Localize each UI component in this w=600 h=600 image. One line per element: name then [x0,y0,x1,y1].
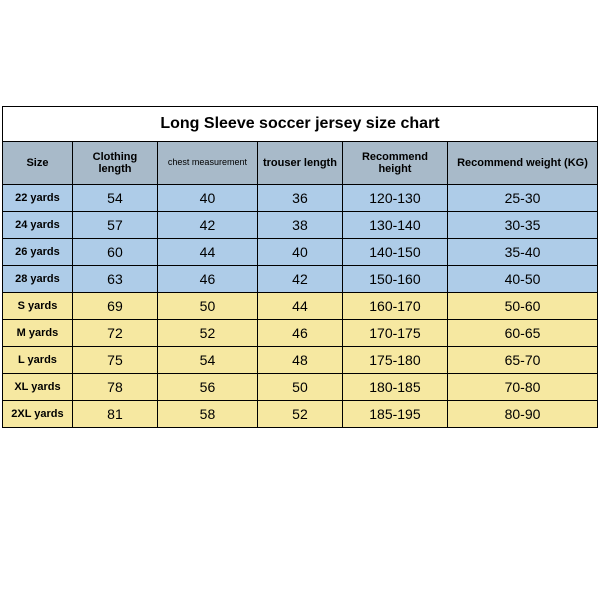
value-cell: 80-90 [447,401,597,428]
value-cell: 54 [72,185,157,212]
size-chart-table: Long Sleeve soccer jersey size chart Siz… [2,106,598,428]
value-cell: 150-160 [342,266,447,293]
value-cell: 40-50 [447,266,597,293]
value-cell: 63 [72,266,157,293]
table-row: 28 yards634642150-16040-50 [2,266,597,293]
value-cell: 60-65 [447,320,597,347]
value-cell: 60 [72,239,157,266]
value-cell: 46 [157,266,257,293]
value-cell: 75 [72,347,157,374]
size-cell: 22 yards [2,185,72,212]
value-cell: 40 [157,185,257,212]
table-row: 22 yards544036120-13025-30 [2,185,597,212]
value-cell: 52 [257,401,342,428]
size-cell: 28 yards [2,266,72,293]
value-cell: 56 [157,374,257,401]
value-cell: 120-130 [342,185,447,212]
table-row: M yards725246170-17560-65 [2,320,597,347]
value-cell: 40 [257,239,342,266]
header-row: SizeClothing lengthchest measurementtrou… [2,142,597,185]
value-cell: 44 [257,293,342,320]
value-cell: 50-60 [447,293,597,320]
column-header: Recommend height [342,142,447,185]
column-header: Clothing length [72,142,157,185]
value-cell: 35-40 [447,239,597,266]
value-cell: 42 [257,266,342,293]
table-row: 2XL yards815852185-19580-90 [2,401,597,428]
column-header: chest measurement [157,142,257,185]
value-cell: 57 [72,212,157,239]
value-cell: 54 [157,347,257,374]
value-cell: 65-70 [447,347,597,374]
value-cell: 58 [157,401,257,428]
value-cell: 50 [157,293,257,320]
table-row: S yards695044160-17050-60 [2,293,597,320]
column-header: Size [2,142,72,185]
column-header: trouser length [257,142,342,185]
size-cell: XL yards [2,374,72,401]
table-row: 26 yards604440140-15035-40 [2,239,597,266]
value-cell: 38 [257,212,342,239]
size-chart-container: Long Sleeve soccer jersey size chart Siz… [0,0,600,600]
table-row: L yards755448175-18065-70 [2,347,597,374]
column-header: Recommend weight (KG) [447,142,597,185]
value-cell: 170-175 [342,320,447,347]
size-cell: 26 yards [2,239,72,266]
table-row: 24 yards574238130-14030-35 [2,212,597,239]
value-cell: 160-170 [342,293,447,320]
value-cell: 48 [257,347,342,374]
value-cell: 69 [72,293,157,320]
value-cell: 130-140 [342,212,447,239]
value-cell: 185-195 [342,401,447,428]
value-cell: 140-150 [342,239,447,266]
value-cell: 36 [257,185,342,212]
value-cell: 78 [72,374,157,401]
value-cell: 72 [72,320,157,347]
size-cell: M yards [2,320,72,347]
title-row: Long Sleeve soccer jersey size chart [2,107,597,142]
value-cell: 175-180 [342,347,447,374]
value-cell: 81 [72,401,157,428]
size-cell: 2XL yards [2,401,72,428]
value-cell: 30-35 [447,212,597,239]
value-cell: 42 [157,212,257,239]
table-row: XL yards785650180-18570-80 [2,374,597,401]
value-cell: 44 [157,239,257,266]
value-cell: 70-80 [447,374,597,401]
value-cell: 25-30 [447,185,597,212]
size-cell: S yards [2,293,72,320]
value-cell: 180-185 [342,374,447,401]
chart-title: Long Sleeve soccer jersey size chart [2,107,597,142]
size-cell: 24 yards [2,212,72,239]
value-cell: 46 [257,320,342,347]
value-cell: 52 [157,320,257,347]
size-cell: L yards [2,347,72,374]
value-cell: 50 [257,374,342,401]
